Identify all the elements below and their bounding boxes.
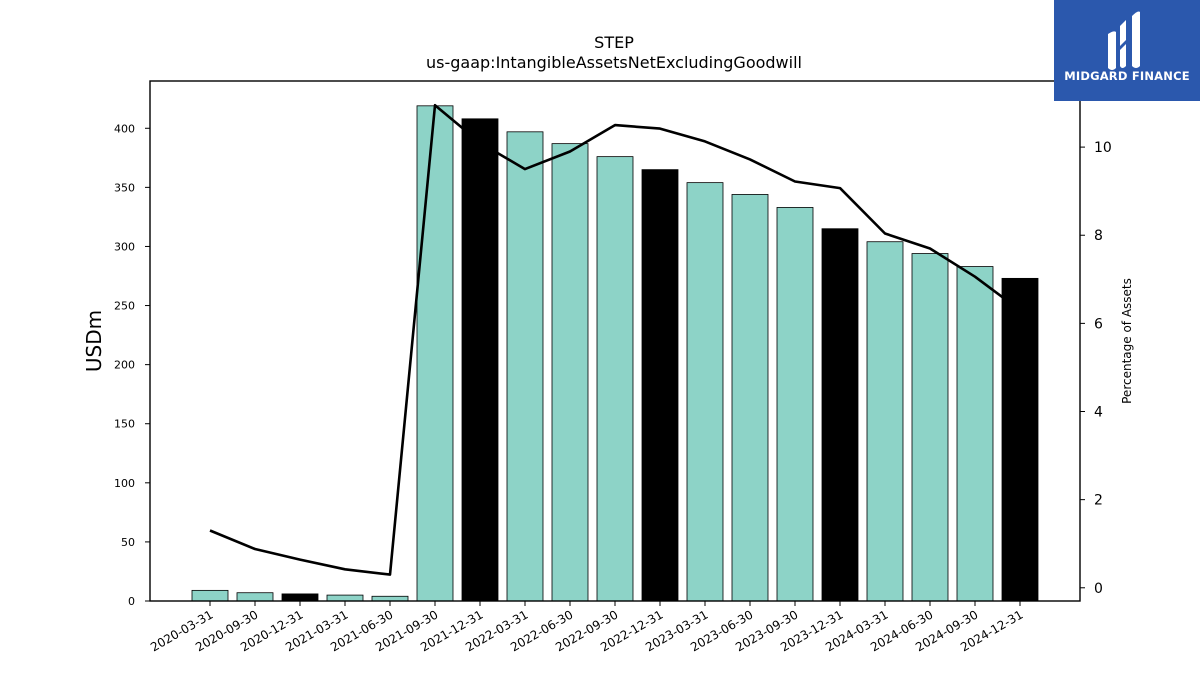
bar-2024-03-31 (866, 241, 904, 602)
chart-title: STEP (594, 33, 634, 52)
bar-2020-12-31 (281, 593, 319, 602)
x-axis-ticks: 2020-03-312020-09-302020-12-312021-03-31… (148, 601, 1026, 654)
y2-axis-label: Percentage of Assets (1120, 278, 1134, 404)
y-tick-label: 150 (114, 418, 135, 431)
brand-name: MIDGARD FINANCE (1064, 69, 1190, 83)
bar-2021-12-31 (461, 118, 499, 602)
y2-tick-label: 4 (1094, 405, 1103, 421)
y-tick-label: 200 (114, 359, 135, 372)
bar-2024-09-30 (956, 266, 994, 602)
bar-series (191, 105, 1039, 602)
bar-2023-03-31 (686, 182, 724, 602)
y2-tick-label: 0 (1094, 581, 1103, 597)
y-tick-label: 0 (128, 595, 135, 608)
bar-2023-06-30 (731, 194, 769, 602)
y2-tick-label: 8 (1094, 228, 1103, 244)
bar-2021-06-30 (371, 595, 409, 602)
y-axis-label: USDm (82, 310, 106, 372)
bar-2022-06-30 (551, 143, 589, 602)
bar-2020-03-31 (191, 589, 229, 602)
y2-tick-label: 6 (1094, 316, 1103, 332)
y-tick-label: 350 (114, 181, 135, 194)
bar-2023-09-30 (776, 207, 814, 602)
bar-2022-12-31 (641, 169, 679, 602)
y-tick-label: 100 (114, 477, 135, 490)
y-tick-label: 300 (114, 240, 135, 253)
percentage-line (209, 103, 1021, 576)
bar-2020-09-30 (236, 592, 274, 602)
bar-2021-03-31 (326, 594, 364, 602)
bar-2024-06-30 (911, 253, 949, 602)
bar-2023-12-31 (821, 228, 859, 602)
chart-subtitle: us-gaap:IntangibleAssetsNetExcludingGood… (426, 53, 802, 72)
percentage-line-series (209, 103, 1021, 576)
y-tick-label: 400 (114, 122, 135, 135)
brand-logo: MIDGARD FINANCE (1054, 0, 1200, 101)
bar-2024-12-31 (1001, 277, 1039, 602)
bar-2022-03-31 (506, 131, 544, 602)
midgard-logo-icon (1108, 11, 1140, 70)
bar-2021-09-30 (416, 105, 454, 602)
y2-tick-label: 2 (1094, 493, 1103, 509)
right-axis-ticks: 0 2 4 6 8 10 (1080, 140, 1112, 597)
y-tick-label: 250 (114, 300, 135, 313)
y-tick-label: 50 (121, 536, 135, 549)
y2-tick-label: 10 (1094, 140, 1112, 156)
left-axis-ticks: 0 50 100 150 200 250 300 350 400 (114, 122, 150, 608)
bar-2022-09-30 (596, 156, 634, 602)
